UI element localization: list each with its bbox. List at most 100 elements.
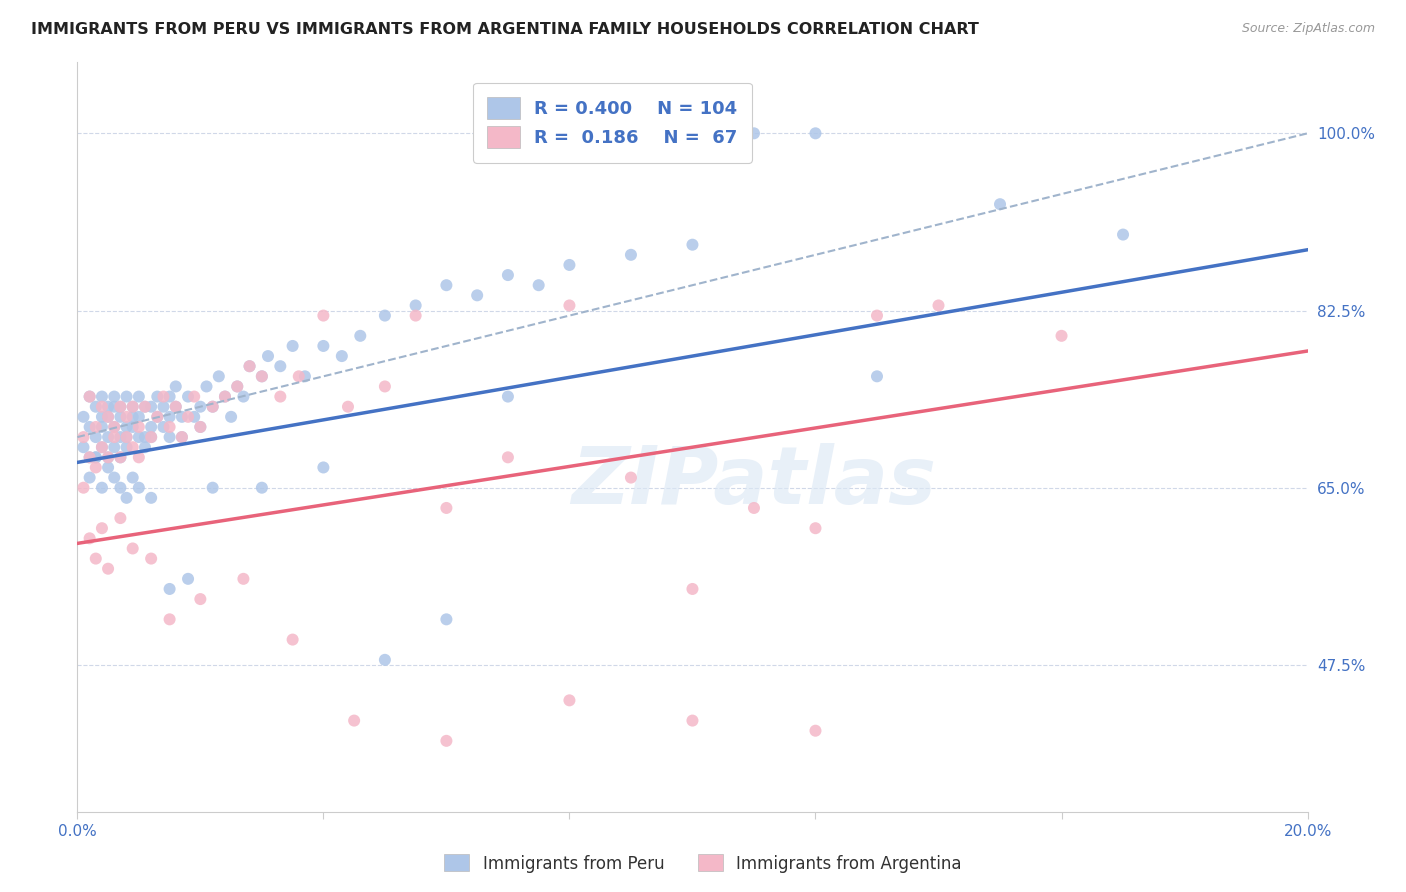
Point [72, 440, 94, 454]
Point [349, 328, 371, 343]
Point [152, 390, 174, 404]
Point [928, 298, 950, 312]
Legend: R = 0.400    N = 104, R =  0.186    N =  67: R = 0.400 N = 104, R = 0.186 N = 67 [472, 83, 752, 163]
Point [866, 369, 889, 384]
Point [121, 409, 143, 424]
Point [374, 379, 396, 393]
Point [97, 460, 120, 475]
Point [496, 450, 519, 465]
Point [269, 359, 291, 374]
Point [436, 500, 458, 515]
Point [90, 440, 114, 454]
Point [103, 400, 125, 414]
Point [330, 349, 353, 363]
Point [343, 714, 366, 728]
Point [804, 521, 827, 535]
Point [312, 309, 335, 323]
Point [177, 572, 200, 586]
Point [620, 248, 643, 262]
Point [84, 420, 107, 434]
Point [103, 420, 125, 434]
Point [128, 450, 150, 465]
Point [620, 126, 643, 140]
Point [115, 430, 138, 444]
Point [170, 430, 193, 444]
Point [72, 409, 94, 424]
Point [374, 309, 396, 323]
Point [682, 237, 704, 252]
Point [90, 440, 114, 454]
Text: IMMIGRANTS FROM PERU VS IMMIGRANTS FROM ARGENTINA FAMILY HOUSEHOLDS CORRELATION : IMMIGRANTS FROM PERU VS IMMIGRANTS FROM … [31, 22, 979, 37]
Point [103, 440, 125, 454]
Point [177, 409, 200, 424]
Point [257, 349, 280, 363]
Point [804, 126, 827, 140]
Point [682, 582, 704, 596]
Point [134, 440, 156, 454]
Point [115, 409, 138, 424]
Point [141, 430, 163, 444]
Point [97, 450, 120, 465]
Point [84, 430, 107, 444]
Point [232, 572, 254, 586]
Point [110, 511, 132, 525]
Point [226, 379, 249, 393]
Point [79, 390, 101, 404]
Point [558, 258, 581, 272]
Point [72, 430, 94, 444]
Point [110, 450, 132, 465]
Point [146, 409, 169, 424]
Point [188, 420, 212, 434]
Point [121, 400, 143, 414]
Point [97, 562, 120, 576]
Point [79, 532, 101, 546]
Point [79, 450, 101, 465]
Point [165, 400, 187, 414]
Point [620, 470, 643, 484]
Point [128, 409, 150, 424]
Point [141, 551, 163, 566]
Point [558, 298, 581, 312]
Point [201, 400, 224, 414]
Point [121, 541, 143, 556]
Point [195, 379, 218, 393]
Point [177, 390, 200, 404]
Point [159, 390, 181, 404]
Point [103, 430, 125, 444]
Point [79, 390, 101, 404]
Point [250, 369, 273, 384]
Point [866, 309, 889, 323]
Point [141, 430, 163, 444]
Point [134, 400, 156, 414]
Point [141, 420, 163, 434]
Point [682, 714, 704, 728]
Point [84, 450, 107, 465]
Point [239, 359, 262, 374]
Point [110, 400, 132, 414]
Text: ZIPatlas: ZIPatlas [571, 443, 936, 521]
Point [128, 430, 150, 444]
Point [188, 592, 212, 607]
Point [159, 420, 181, 434]
Point [115, 440, 138, 454]
Point [405, 298, 427, 312]
Point [312, 460, 335, 475]
Point [97, 400, 120, 414]
Point [115, 390, 138, 404]
Legend: Immigrants from Peru, Immigrants from Argentina: Immigrants from Peru, Immigrants from Ar… [437, 847, 969, 880]
Point [146, 409, 169, 424]
Point [141, 400, 163, 414]
Point [79, 450, 101, 465]
Point [90, 409, 114, 424]
Point [496, 390, 519, 404]
Point [97, 430, 120, 444]
Point [134, 400, 156, 414]
Point [337, 400, 360, 414]
Point [527, 278, 550, 293]
Point [90, 481, 114, 495]
Point [128, 420, 150, 434]
Point [110, 400, 132, 414]
Point [312, 339, 335, 353]
Point [121, 440, 143, 454]
Point [121, 400, 143, 414]
